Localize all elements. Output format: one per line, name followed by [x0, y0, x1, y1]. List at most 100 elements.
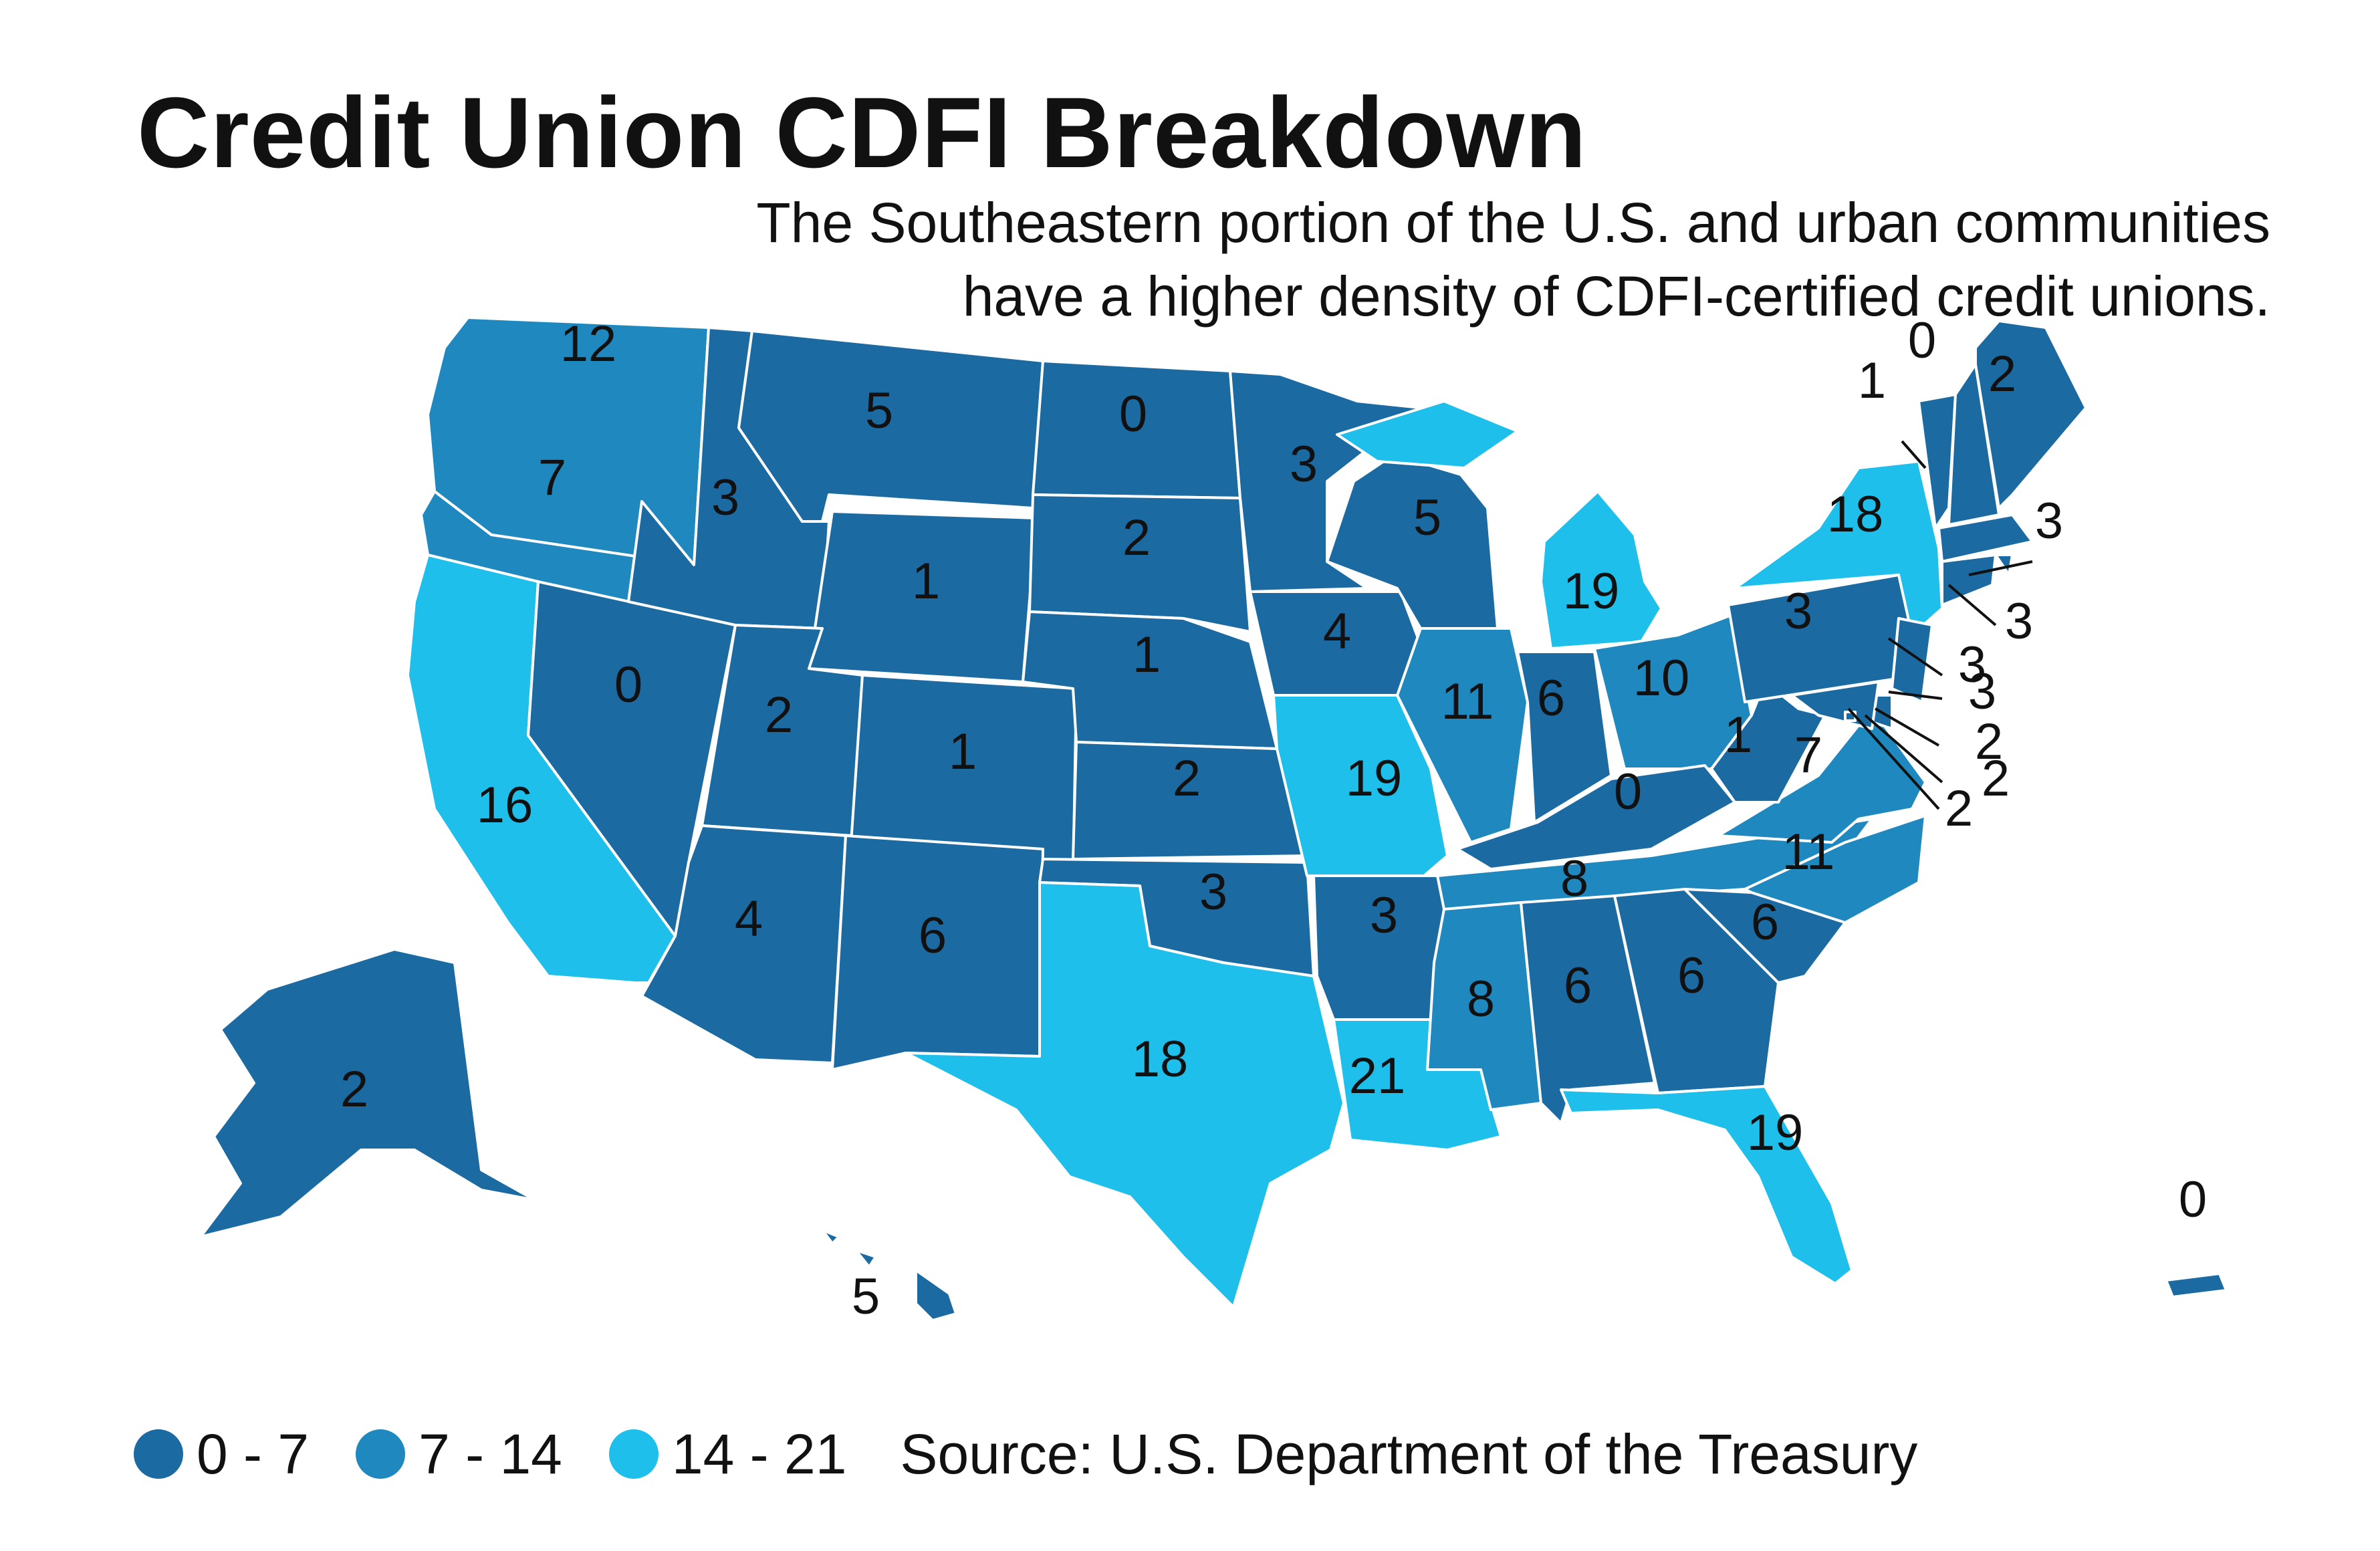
- state-value-oh: 10: [1633, 650, 1690, 707]
- leader-line-ri: [1947, 584, 1997, 626]
- leader-line-de: [1874, 707, 1940, 747]
- state-value-ny: 18: [1827, 486, 1884, 543]
- legend-label-mid: 7 - 14: [419, 1422, 562, 1485]
- state-va: [1717, 707, 1927, 844]
- leader-lines: [1847, 440, 2033, 810]
- state-ct: [1941, 554, 1997, 606]
- state-shapes: [199, 316, 2228, 1322]
- state-value-ma: 3: [2035, 493, 2063, 550]
- legend-label-high: 14 - 21: [671, 1422, 847, 1485]
- state-value-ia: 4: [1323, 603, 1351, 660]
- state-ny: [1734, 460, 1943, 636]
- state-value-mn: 3: [1290, 436, 1318, 493]
- state-value-wv: 1: [1724, 707, 1752, 763]
- state-value-ne: 1: [1133, 626, 1161, 683]
- state-value-ri: 3: [2005, 593, 2033, 650]
- state-value-ms: 8: [1467, 971, 1495, 1028]
- state-value-tx: 18: [1132, 1031, 1189, 1088]
- state-value-ar: 3: [1370, 887, 1398, 944]
- state-mi: [1336, 400, 1663, 650]
- state-value-id: 3: [711, 469, 739, 526]
- state-value-or: 7: [538, 449, 566, 506]
- state-value-wy: 1: [912, 553, 940, 610]
- state-value-in: 6: [1537, 670, 1565, 727]
- source-note: Source: U.S. Department of the Treasury: [900, 1422, 1918, 1485]
- state-tx: [905, 881, 1345, 1308]
- state-value-sd: 2: [1122, 509, 1151, 566]
- state-value-mt: 5: [865, 382, 893, 439]
- legend-swatch-low: [134, 1429, 183, 1479]
- state-sd: [1028, 493, 1252, 633]
- leader-line-nj: [1888, 691, 1943, 700]
- page-title: Credit Union CDFI Breakdown: [137, 76, 1587, 189]
- state-value-md: 2: [1982, 750, 2010, 807]
- state-value-nm: 6: [919, 907, 947, 964]
- state-value-wa: 12: [560, 316, 617, 372]
- state-value-ok: 3: [1199, 864, 1227, 921]
- state-ga: [1613, 888, 1780, 1094]
- state-value-pr: 0: [2179, 1171, 2207, 1228]
- state-value-fl: 19: [1747, 1104, 1804, 1161]
- state-nj: [1891, 617, 1933, 703]
- state-value-nd: 0: [1119, 386, 1147, 443]
- state-value-nj: 3: [1968, 663, 1996, 720]
- legend: 0 - 7 7 - 14 14 - 21 Source: U.S. Depart…: [134, 1417, 1917, 1491]
- subtitle-line-1: The Southeastern portion of the U.S. and…: [756, 191, 2270, 254]
- state-value-ut: 2: [765, 687, 793, 743]
- state-value-nc: 11: [1782, 824, 1835, 880]
- state-value-mi: 19: [1563, 563, 1620, 620]
- state-wv: [1710, 681, 1826, 804]
- state-fl: [1560, 1085, 1853, 1285]
- leader-line-ct: [1887, 637, 1943, 677]
- subtitle-line-2: have a higher density of CDFI-certified …: [962, 265, 2270, 328]
- state-value-la: 21: [1349, 1048, 1406, 1104]
- state-me: [1974, 320, 2087, 509]
- state-value-ga: 6: [1677, 947, 1705, 1004]
- leader-line-vt: [1901, 440, 1927, 469]
- legend-label-low: 0 - 7: [197, 1422, 310, 1485]
- state-value-co: 1: [949, 723, 977, 780]
- state-value-hi: 5: [852, 1268, 880, 1325]
- state-value-pa: 3: [1784, 583, 1812, 640]
- state-value-wi: 5: [1413, 489, 1441, 546]
- state-value-tn: 8: [1560, 850, 1588, 907]
- state-nc: [1744, 814, 1927, 924]
- state-value-va: 7: [1794, 727, 1822, 784]
- state-sc: [1683, 888, 1847, 984]
- state-ma: [1937, 513, 2034, 563]
- state-ri: [1994, 554, 2014, 576]
- state-value-ca: 16: [477, 777, 533, 834]
- legend-item-high: 14 - 21: [608, 1422, 847, 1487]
- state-nh: [1947, 363, 2000, 526]
- state-value-ky: 0: [1614, 763, 1642, 820]
- state-value-de: 2: [1975, 713, 2003, 770]
- state-value-az: 4: [735, 890, 763, 947]
- state-value-ak: 2: [340, 1061, 368, 1118]
- legend-swatch-high: [608, 1429, 659, 1479]
- state-value-il: 11: [1441, 673, 1494, 730]
- legend-item-mid: 7 - 14: [356, 1422, 562, 1487]
- state-il: [1396, 627, 1529, 844]
- state-value-mo: 19: [1346, 750, 1403, 807]
- leader-line-ma: [1968, 560, 2033, 576]
- state-value-al: 6: [1564, 957, 1592, 1014]
- state-hi: [821, 1229, 957, 1322]
- legend-swatch-mid: [356, 1429, 406, 1479]
- leader-line-dc: [1847, 707, 1940, 810]
- state-value-ct: 3: [1958, 636, 1986, 693]
- subtitle: The Southeastern portion of the U.S. and…: [398, 186, 2270, 333]
- state-value-me: 2: [1988, 346, 2016, 402]
- state-value-dc: 2: [1945, 780, 1973, 837]
- state-value-vt: 1: [1858, 352, 1886, 409]
- state-in: [1516, 650, 1613, 824]
- state-pr: [2165, 1272, 2228, 1298]
- state-value-sc: 6: [1751, 894, 1779, 951]
- leader-line-md: [1864, 714, 1943, 784]
- legend-item-low: 0 - 7: [134, 1422, 309, 1487]
- state-value-nv: 0: [614, 657, 642, 713]
- state-ky: [1456, 764, 1736, 870]
- state-ak: [199, 948, 536, 1238]
